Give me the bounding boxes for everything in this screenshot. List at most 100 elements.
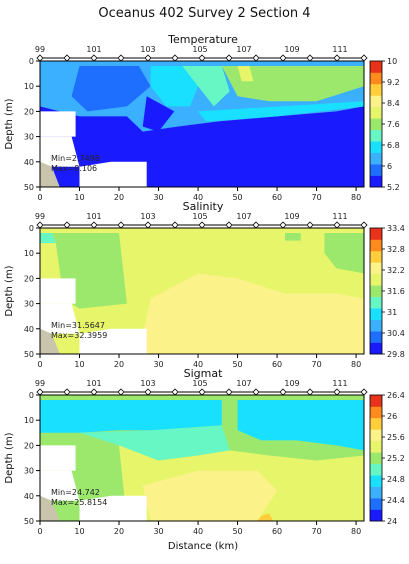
station-marker <box>144 221 152 229</box>
contour-region <box>198 101 364 122</box>
plot-frame <box>39 60 365 188</box>
y-tick-label: 20 <box>24 274 34 283</box>
field <box>40 395 364 521</box>
colorbar-tick-label: 31 <box>387 308 397 317</box>
station-marker <box>333 54 341 62</box>
station-marker <box>360 54 368 62</box>
y-tick-label: 30 <box>24 133 34 142</box>
no-data-region <box>40 136 80 167</box>
station-marker <box>144 54 152 62</box>
figure-title: Oceanus 402 Survey 2 Section 4 <box>98 6 311 21</box>
colorbar-swatch <box>370 164 382 176</box>
x-tick-label: 40 <box>193 527 203 536</box>
field <box>40 61 364 187</box>
x-tick-label: 30 <box>153 360 163 369</box>
x-tick-label: 80 <box>351 193 361 202</box>
station-marker <box>252 54 260 62</box>
no-data-region <box>79 161 147 187</box>
colorbar-swatch <box>370 486 382 499</box>
stat-min: Min=24.742 <box>51 488 100 497</box>
station-marker <box>306 388 314 396</box>
y-tick-label: 20 <box>24 441 34 450</box>
y-axis-label: Depth (m) <box>4 432 15 483</box>
colorbar: 26.4 26 25.6 25.2 24.8 24.4 24 <box>369 391 405 526</box>
x-axis-label: Distance (km) <box>168 541 238 552</box>
station-marker <box>279 54 287 62</box>
colorbar-tick-label: 5.2 <box>387 183 400 192</box>
no-data-region <box>40 111 76 137</box>
contour-region <box>237 400 364 451</box>
station-label: 99 <box>35 45 45 54</box>
x-tick-label: 30 <box>153 193 163 202</box>
station-marker <box>198 388 206 396</box>
station-marker <box>279 221 287 229</box>
station-marker <box>252 388 260 396</box>
colorbar-tick-label: 24.8 <box>387 475 405 484</box>
colorbar-tick-label: 31.6 <box>387 287 405 296</box>
colorbar-tick-label: 29.8 <box>387 350 405 359</box>
plot-frame <box>39 227 365 355</box>
colorbar-swatch <box>370 95 382 108</box>
x-tick-label: 30 <box>153 527 163 536</box>
y-axis-label: Depth (m) <box>4 98 15 149</box>
station-label: 103 <box>140 379 155 388</box>
seabed <box>40 161 60 187</box>
plot-frame <box>39 394 365 522</box>
colorbar-swatch <box>370 452 382 465</box>
panel-title: Sigmat <box>184 367 223 380</box>
station-marker <box>63 388 71 396</box>
panel-temperature: Temperature 99 101 103 105 107 109 111 0 10 20 30 40… <box>4 33 400 202</box>
y-tick-label: 30 <box>24 467 34 476</box>
contour-region <box>142 96 175 132</box>
colorbar-tick-label: 32.8 <box>387 245 405 254</box>
x-tick-label: 0 <box>37 360 42 369</box>
colorbar-swatch <box>370 475 382 487</box>
colorbar-swatch <box>370 342 382 355</box>
station-marker <box>360 388 368 396</box>
station-label: 107 <box>236 212 251 221</box>
colorbar-tick-label: 24.4 <box>387 496 405 505</box>
colorbar-swatch <box>370 308 382 320</box>
colorbar-tick-label: 8.4 <box>387 99 400 108</box>
station-label: 109 <box>284 45 299 54</box>
station-marker <box>171 54 179 62</box>
x-tick-label: 40 <box>193 360 203 369</box>
y-tick-label: 0 <box>29 57 34 66</box>
colorbar-swatch <box>370 152 382 165</box>
colorbar-tick-label: 33.4 <box>387 224 405 233</box>
contour-region <box>79 425 230 461</box>
colorbar-swatch <box>370 129 382 142</box>
colorbar-swatch <box>370 106 382 119</box>
colorbar-swatch <box>370 239 382 252</box>
y-tick-label: 10 <box>24 82 34 91</box>
contour-region <box>221 66 364 102</box>
no-data-region <box>79 495 147 521</box>
x-tick-label: 80 <box>351 527 361 536</box>
colorbar-tick-label: 6 <box>387 162 392 171</box>
y-tick-label: 10 <box>24 249 34 258</box>
x-tick-label: 50 <box>232 360 242 369</box>
colorbar-swatch <box>370 250 382 263</box>
x-tick-label: 60 <box>272 193 282 202</box>
station-marker <box>306 221 314 229</box>
colorbar-swatch <box>370 296 382 309</box>
station-label: 107 <box>236 45 251 54</box>
station-label: 107 <box>236 379 251 388</box>
y-tick-label: 0 <box>29 391 34 400</box>
x-tick-label: 60 <box>272 360 282 369</box>
station-marker <box>90 221 98 229</box>
x-tick-label: 40 <box>193 193 203 202</box>
stat-max: Max=32.3959 <box>51 331 107 340</box>
colorbar-swatch <box>370 141 382 153</box>
colorbar-swatch <box>370 498 382 510</box>
station-marker <box>144 388 152 396</box>
colorbar-swatch <box>370 406 382 419</box>
station-marker <box>225 54 233 62</box>
station-marker <box>63 221 71 229</box>
station-marker <box>198 54 206 62</box>
y-tick-label: 50 <box>24 350 34 359</box>
x-tick-label: 20 <box>114 360 124 369</box>
station-label: 105 <box>192 45 207 54</box>
